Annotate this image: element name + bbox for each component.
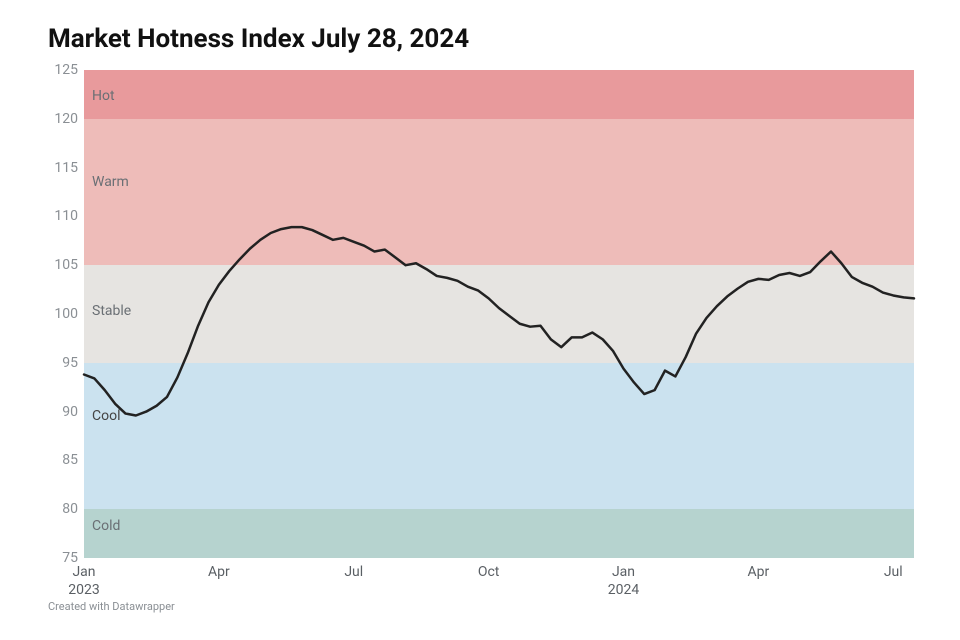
x-tick: Jul: [884, 558, 903, 582]
chart-container: Market Hotness Index July 28, 2024 HotWa…: [0, 0, 960, 640]
y-tick: 80: [62, 501, 84, 517]
y-tick: 125: [54, 62, 84, 78]
x-tick: Jul: [344, 558, 363, 582]
credit-text: Created with Datawrapper: [48, 600, 175, 613]
data-line: [84, 227, 914, 415]
chart-title: Market Hotness Index July 28, 2024: [48, 24, 469, 54]
plot-area: HotWarmStableCoolCold7580859095100105110…: [84, 70, 914, 558]
x-tick: Apr: [748, 558, 770, 582]
y-tick: 105: [54, 257, 84, 273]
y-tick: 85: [62, 452, 84, 468]
x-tick: Apr: [208, 558, 230, 582]
y-tick: 120: [54, 111, 84, 127]
y-tick: 95: [62, 355, 84, 371]
x-tick: Jan 2023: [68, 558, 99, 599]
y-tick: 110: [54, 208, 84, 224]
y-tick: 90: [62, 404, 84, 420]
x-tick: Jan 2024: [608, 558, 639, 599]
x-tick: Oct: [478, 558, 500, 582]
y-tick: 100: [54, 306, 84, 322]
line-chart-svg: [84, 70, 914, 558]
y-tick: 115: [54, 160, 84, 176]
